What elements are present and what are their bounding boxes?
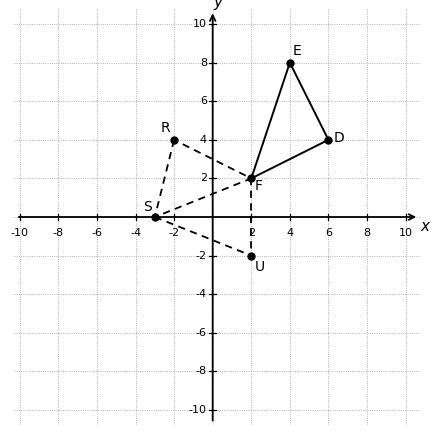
Text: 4: 4 (286, 227, 293, 237)
Text: 2: 2 (199, 174, 207, 184)
Text: 10: 10 (192, 19, 207, 29)
Text: 2: 2 (247, 227, 254, 237)
Text: -10: -10 (188, 405, 207, 415)
Text: 6: 6 (324, 227, 331, 237)
Text: 10: 10 (398, 227, 411, 237)
Text: U: U (254, 260, 265, 274)
Text: -2: -2 (168, 227, 179, 237)
Text: 8: 8 (362, 227, 370, 237)
Text: R: R (160, 121, 170, 135)
Text: 8: 8 (199, 58, 207, 68)
Text: 6: 6 (200, 96, 207, 106)
Text: F: F (254, 179, 263, 194)
Text: -2: -2 (195, 250, 207, 260)
Text: -4: -4 (195, 289, 207, 299)
Text: 4: 4 (199, 135, 207, 145)
Text: -10: -10 (11, 227, 29, 237)
Text: D: D (332, 131, 343, 145)
Text: -6: -6 (91, 227, 102, 237)
Text: -4: -4 (130, 227, 141, 237)
Text: x: x (419, 219, 428, 234)
Text: -6: -6 (195, 328, 207, 338)
Text: -8: -8 (195, 366, 207, 376)
Text: y: y (213, 0, 221, 10)
Text: S: S (143, 200, 151, 214)
Text: E: E (292, 44, 301, 58)
Text: -8: -8 (53, 227, 64, 237)
